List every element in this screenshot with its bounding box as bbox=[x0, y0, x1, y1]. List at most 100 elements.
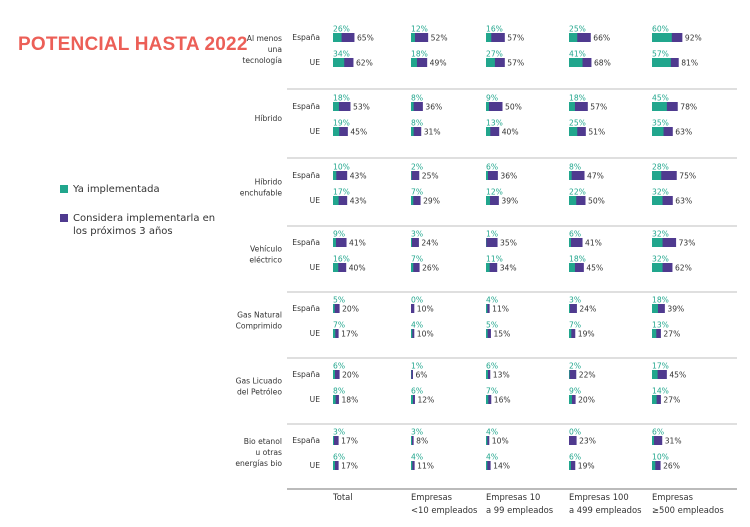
considering-bar bbox=[569, 33, 591, 42]
considering-bar bbox=[411, 171, 420, 180]
implemented-label: 4% bbox=[486, 453, 498, 462]
technology-label: Bio etanol bbox=[244, 437, 282, 446]
implemented-label: 57% bbox=[652, 50, 669, 59]
considering-label: 24% bbox=[421, 239, 438, 248]
considering-bar bbox=[411, 127, 422, 136]
implemented-label: 9% bbox=[333, 230, 345, 239]
considering-bar bbox=[333, 370, 340, 379]
considering-label: 45% bbox=[350, 128, 367, 137]
considering-label: 20% bbox=[342, 305, 359, 314]
column-header: Empresas bbox=[652, 492, 693, 502]
implemented-label: 14% bbox=[652, 387, 669, 396]
considering-bar bbox=[411, 58, 428, 67]
implemented-label: 8% bbox=[569, 163, 581, 172]
column-header: Empresas 100 bbox=[569, 492, 629, 502]
technology-label: del Petróleo bbox=[237, 388, 282, 397]
row-label-espana: España bbox=[292, 436, 320, 445]
implemented-bar bbox=[411, 33, 415, 42]
considering-bar bbox=[333, 102, 351, 111]
technology-label: eléctrico bbox=[249, 256, 282, 265]
implemented-bar bbox=[652, 461, 656, 470]
implemented-bar bbox=[652, 171, 662, 180]
technology-label: energías bio bbox=[235, 459, 282, 468]
considering-bar bbox=[569, 370, 577, 379]
considering-bar bbox=[486, 171, 498, 180]
considering-label: 20% bbox=[578, 396, 595, 405]
implemented-bar bbox=[569, 304, 570, 313]
considering-bar bbox=[333, 304, 340, 313]
implemented-bar bbox=[652, 127, 664, 136]
column-header: Total bbox=[332, 492, 353, 502]
considering-label: 43% bbox=[350, 172, 367, 181]
implemented-bar bbox=[486, 196, 490, 205]
considering-bar bbox=[333, 127, 348, 136]
implemented-label: 4% bbox=[411, 321, 423, 330]
technology-label: enchufable bbox=[240, 189, 283, 198]
implemented-bar bbox=[569, 58, 583, 67]
considering-bar bbox=[652, 238, 677, 247]
considering-bar bbox=[333, 171, 348, 180]
implemented-label: 5% bbox=[486, 321, 498, 330]
implemented-bar bbox=[569, 461, 571, 470]
implemented-label: 6% bbox=[333, 362, 345, 371]
considering-label: 23% bbox=[579, 437, 596, 446]
implemented-label: 7% bbox=[411, 255, 423, 264]
implemented-label: 35% bbox=[652, 119, 669, 128]
considering-bar bbox=[569, 395, 576, 404]
considering-label: 20% bbox=[342, 371, 359, 380]
implemented-bar bbox=[569, 395, 572, 404]
considering-label: 41% bbox=[585, 239, 602, 248]
considering-label: 17% bbox=[341, 330, 358, 339]
implemented-label: 3% bbox=[411, 230, 423, 239]
considering-bar bbox=[486, 436, 490, 445]
implemented-bar bbox=[486, 263, 490, 272]
implemented-label: 4% bbox=[486, 428, 498, 437]
considering-bar bbox=[411, 329, 415, 338]
implemented-bar bbox=[652, 370, 658, 379]
implemented-bar bbox=[569, 370, 570, 379]
implemented-bar bbox=[333, 171, 337, 180]
implemented-label: 1% bbox=[486, 230, 498, 239]
implemented-bar bbox=[652, 196, 663, 205]
considering-label: 62% bbox=[675, 264, 692, 273]
implemented-label: 32% bbox=[652, 230, 669, 239]
considering-label: 17% bbox=[341, 437, 358, 446]
implemented-bar bbox=[333, 102, 339, 111]
considering-label: 17% bbox=[341, 462, 358, 471]
implemented-label: 3% bbox=[333, 428, 345, 437]
implemented-label: 7% bbox=[411, 188, 423, 197]
considering-label: 50% bbox=[588, 197, 605, 206]
considering-label: 92% bbox=[685, 34, 702, 43]
considering-bar bbox=[569, 263, 584, 272]
implemented-label: 6% bbox=[486, 362, 498, 371]
considering-label: 52% bbox=[431, 34, 448, 43]
considering-bar bbox=[486, 238, 498, 247]
considering-label: 50% bbox=[505, 103, 522, 112]
technology-label: Comprimido bbox=[236, 322, 283, 331]
considering-label: 51% bbox=[588, 128, 605, 137]
considering-label: 12% bbox=[417, 396, 434, 405]
considering-bar bbox=[486, 329, 491, 338]
considering-bar bbox=[411, 304, 415, 313]
row-label-espana: España bbox=[292, 33, 320, 42]
implemented-bar bbox=[411, 329, 413, 338]
implemented-label: 7% bbox=[569, 321, 581, 330]
implemented-label: 6% bbox=[569, 453, 581, 462]
implemented-bar bbox=[652, 329, 657, 338]
considering-bar bbox=[652, 461, 661, 470]
implemented-label: 34% bbox=[333, 50, 350, 59]
implemented-label: 2% bbox=[569, 362, 581, 371]
implemented-label: 28% bbox=[652, 163, 669, 172]
implemented-label: 0% bbox=[569, 428, 581, 437]
considering-label: 11% bbox=[492, 305, 509, 314]
considering-bar bbox=[411, 263, 420, 272]
technology-label: tecnología bbox=[242, 56, 282, 65]
technology-label: Vehículo bbox=[250, 245, 282, 254]
row-label-espana: España bbox=[292, 370, 320, 379]
considering-bar bbox=[486, 461, 491, 470]
implemented-bar bbox=[652, 436, 654, 445]
implemented-bar bbox=[333, 263, 339, 272]
column-header: a 99 empleados bbox=[486, 505, 553, 515]
considering-label: 45% bbox=[586, 264, 603, 273]
implemented-label: 18% bbox=[569, 255, 586, 264]
